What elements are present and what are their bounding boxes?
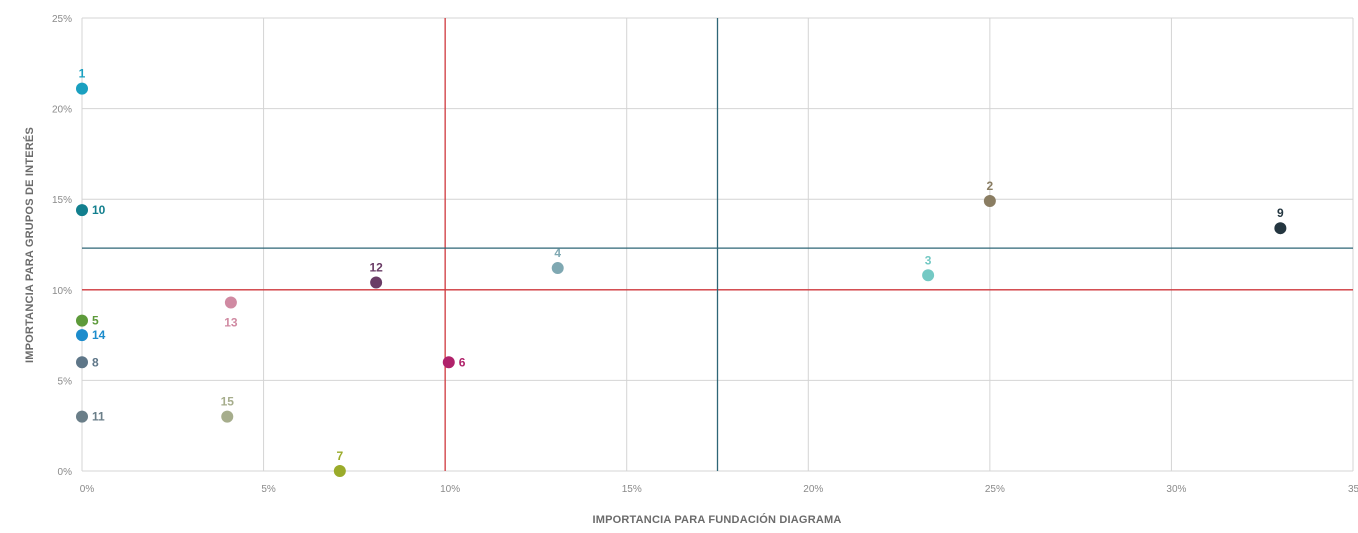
data-point-label: 5 [92, 314, 99, 328]
data-point-label: 6 [459, 355, 466, 369]
x-tick-label: 10% [440, 484, 460, 495]
y-tick-label: 15% [52, 195, 72, 206]
y-tick-label: 0% [58, 467, 73, 478]
data-point[interactable] [224, 296, 237, 309]
data-point[interactable] [922, 269, 935, 282]
data-point[interactable] [551, 262, 564, 275]
x-tick-label: 0% [80, 484, 95, 495]
data-point[interactable] [983, 195, 996, 208]
data-point[interactable] [76, 356, 88, 369]
data-point-label: 10 [92, 203, 106, 217]
data-point-label: 1 [79, 67, 86, 81]
data-point[interactable] [76, 410, 88, 423]
x-tick-label: 35% [1348, 484, 1358, 495]
data-point-label: 13 [224, 315, 238, 329]
data-point[interactable] [333, 465, 346, 477]
data-point-label: 11 [92, 410, 105, 424]
x-tick-label: 5% [261, 484, 276, 495]
data-point[interactable] [442, 356, 455, 369]
data-point-label: 3 [925, 253, 932, 267]
x-tick-label: 30% [1166, 484, 1186, 495]
data-point[interactable] [76, 314, 88, 327]
x-tick-label: 25% [985, 484, 1005, 495]
data-point-label: 7 [336, 449, 343, 463]
data-point[interactable] [1274, 222, 1287, 235]
y-tick-label: 25% [52, 14, 72, 25]
data-point-label: 4 [554, 246, 561, 260]
data-point-label: 15 [221, 395, 235, 409]
data-point-label: 9 [1277, 206, 1284, 220]
x-tick-label: 15% [622, 484, 642, 495]
y-tick-label: 10% [52, 286, 72, 297]
data-point-label: 14 [92, 328, 106, 342]
data-point[interactable] [76, 204, 88, 217]
reference-lines [82, 18, 1353, 471]
y-axis-title: IMPORTANCIA PARA GRUPOS DE INTERÉS [23, 127, 36, 363]
data-point[interactable] [76, 82, 88, 95]
y-tick-label: 5% [58, 376, 73, 387]
data-point[interactable] [370, 276, 383, 289]
tick-labels: 0% 5% 10% 15% 20% 25% 30% 35% 0% 5% 10% 15% 20% 25% [52, 14, 1358, 495]
x-tick-label: 20% [803, 484, 823, 495]
data-point[interactable] [76, 329, 88, 342]
data-point[interactable] [221, 410, 234, 423]
data-point-label: 2 [987, 179, 994, 193]
data-point-label: 12 [369, 261, 383, 275]
y-tick-label: 20% [52, 105, 72, 116]
data-point-label: 8 [92, 355, 99, 369]
x-axis-title: IMPORTANCIA PARA FUNDACIÓN DIAGRAMA [593, 513, 842, 526]
